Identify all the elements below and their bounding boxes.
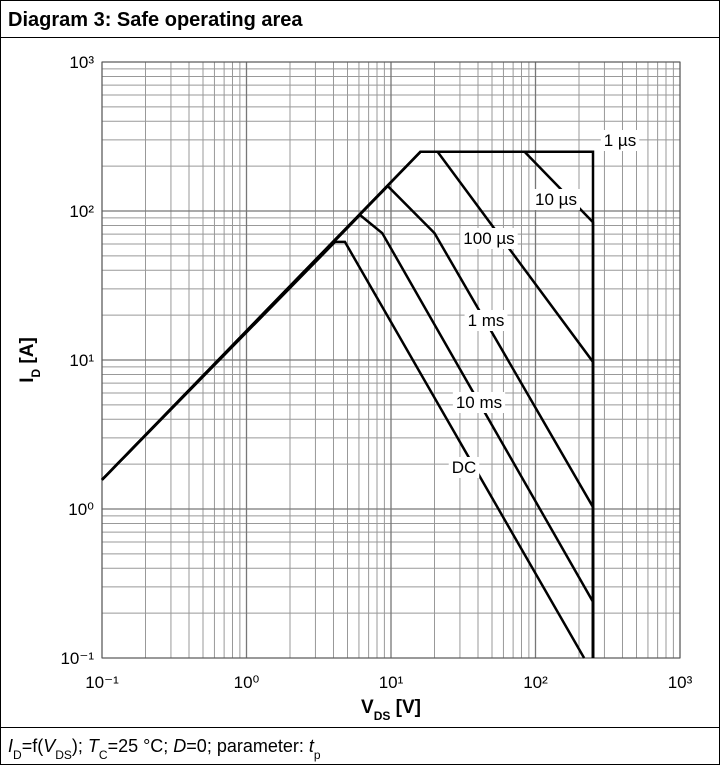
series-label-bg <box>452 392 506 413</box>
y-tick-label: 10³ <box>69 53 94 72</box>
series-label: 10 µs <box>535 190 577 209</box>
plot <box>101 150 595 659</box>
series-label-bg <box>600 130 640 151</box>
x-tick-label: 10⁰ <box>234 673 260 692</box>
series-label: 1 ms <box>468 311 505 330</box>
footer-part: t <box>309 736 315 756</box>
labels: 10⁻¹ 10⁰ 10¹ 10² 10³ 10⁻¹ 10⁰ 10¹ 10² 10³ 1 µs 10 µ… <box>8 53 693 762</box>
footer: ID=f(VDS); TC=25 °C; D=0; parameter: tp <box>8 736 321 762</box>
footer-part: V <box>43 736 57 756</box>
series-label-bg <box>464 310 508 331</box>
x-axis-label-part: V <box>361 697 374 718</box>
footer-part: =f( <box>22 736 44 756</box>
footer-part: ); <box>72 736 88 756</box>
footer-part: C <box>99 748 108 762</box>
x-tick-label: 10² <box>523 673 548 692</box>
y-tick-label: 10⁰ <box>68 500 94 519</box>
series-label-bg <box>532 189 580 210</box>
series-label: DC <box>452 458 477 477</box>
y-axis-label-part: D <box>29 369 43 378</box>
footer-part: DS <box>55 748 72 762</box>
footer-part: D <box>173 736 186 756</box>
y-tick-label: 10⁻¹ <box>60 649 94 668</box>
footer-part: T <box>88 736 101 756</box>
x-tick-label: 10³ <box>668 673 693 692</box>
plot-border <box>101 61 681 659</box>
footer-part: I <box>8 736 13 756</box>
x-axis-label-part: DS <box>374 709 391 723</box>
footer-part: =0; parameter: <box>186 736 309 756</box>
x-axis-label: VDS [V] <box>361 697 421 723</box>
footer-part: =25 °C; <box>108 736 174 756</box>
y-tick-label: 10¹ <box>69 351 94 370</box>
y-axis-label: ID [A] <box>17 337 43 383</box>
series-label: 10 ms <box>456 393 502 412</box>
x-tick-label: 10¹ <box>379 673 404 692</box>
chart-title: Diagram 3: Safe operating area <box>8 9 303 31</box>
y-axis-label-part: I <box>17 378 38 383</box>
series-line <box>101 240 586 659</box>
series-label-bg <box>448 457 480 478</box>
y-tick-label: 10² <box>69 202 94 221</box>
series-label: 1 µs <box>604 131 636 150</box>
series-label: 100 µs <box>463 229 514 248</box>
footer-part: D <box>13 748 22 762</box>
series-label-bg <box>460 228 518 249</box>
y-axis-label-part: [A] <box>17 337 38 369</box>
x-tick-label: 10⁻¹ <box>85 673 119 692</box>
x-axis-label-part: [V] <box>390 697 421 718</box>
footer-part: p <box>314 748 321 762</box>
grid <box>101 61 681 659</box>
